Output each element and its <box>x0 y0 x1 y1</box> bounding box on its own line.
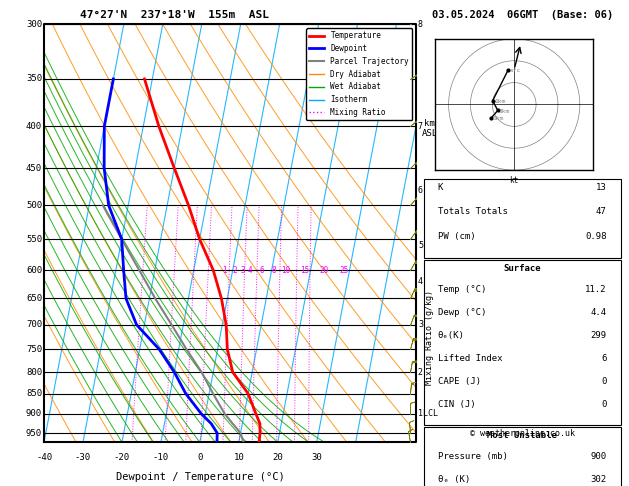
Text: 6km: 6km <box>493 116 504 121</box>
Text: Dewp (°C): Dewp (°C) <box>438 308 486 317</box>
Text: Surface: Surface <box>503 264 541 273</box>
Text: 8: 8 <box>418 20 423 29</box>
Text: 5: 5 <box>418 241 423 250</box>
Text: 1km: 1km <box>494 99 505 104</box>
Text: PW (cm): PW (cm) <box>438 232 476 241</box>
Text: CAPE (J): CAPE (J) <box>438 377 481 386</box>
Text: 0: 0 <box>601 400 606 409</box>
Text: 3: 3 <box>240 265 245 275</box>
Text: Totals Totals: Totals Totals <box>438 208 508 216</box>
Text: 47°27'N  237°18'W  155m  ASL: 47°27'N 237°18'W 155m ASL <box>80 10 269 20</box>
Text: 600: 600 <box>26 265 42 275</box>
Text: © weatheronline.co.uk: © weatheronline.co.uk <box>470 429 575 438</box>
Text: 47: 47 <box>596 208 606 216</box>
Text: 4: 4 <box>418 277 423 286</box>
Text: 6: 6 <box>418 187 423 195</box>
Legend: Temperature, Dewpoint, Parcel Trajectory, Dry Adiabat, Wet Adiabat, Isotherm, Mi: Temperature, Dewpoint, Parcel Trajectory… <box>306 28 412 120</box>
Text: 950: 950 <box>26 429 42 437</box>
Text: 4: 4 <box>248 265 252 275</box>
Text: 20: 20 <box>272 453 283 462</box>
Text: 1LCL: 1LCL <box>418 409 438 418</box>
Text: 500: 500 <box>26 201 42 210</box>
Text: 7: 7 <box>418 122 423 131</box>
Text: 850: 850 <box>26 389 42 398</box>
Text: 650: 650 <box>26 294 42 303</box>
Text: 0.98: 0.98 <box>585 232 606 241</box>
Text: 4.4: 4.4 <box>591 308 606 317</box>
Text: 700: 700 <box>26 320 42 329</box>
Text: θₑ (K): θₑ (K) <box>438 475 470 484</box>
Text: -10: -10 <box>153 453 169 462</box>
X-axis label: kt: kt <box>509 175 519 185</box>
Text: 350: 350 <box>26 74 42 84</box>
Text: 25: 25 <box>339 265 348 275</box>
Text: Dewpoint / Temperature (°C): Dewpoint / Temperature (°C) <box>116 471 284 482</box>
Text: 0: 0 <box>197 453 203 462</box>
Text: Temp (°C): Temp (°C) <box>438 285 486 294</box>
Text: 20: 20 <box>320 265 329 275</box>
Text: 8: 8 <box>271 265 276 275</box>
Text: 3km: 3km <box>499 109 510 114</box>
Text: 10: 10 <box>233 453 244 462</box>
Text: 1: 1 <box>223 265 227 275</box>
Text: Most Unstable: Most Unstable <box>487 431 557 440</box>
Text: CIN (J): CIN (J) <box>438 400 476 409</box>
Text: 2: 2 <box>232 265 237 275</box>
Text: 11.2: 11.2 <box>585 285 606 294</box>
Text: 299: 299 <box>591 331 606 340</box>
Text: 900: 900 <box>591 452 606 461</box>
Text: 900: 900 <box>26 409 42 418</box>
Text: Pressure (mb): Pressure (mb) <box>438 452 508 461</box>
Text: -40: -40 <box>36 453 52 462</box>
Text: K: K <box>438 183 443 192</box>
Text: 300: 300 <box>26 20 42 29</box>
Text: 550: 550 <box>26 235 42 244</box>
Text: 450: 450 <box>26 164 42 173</box>
Text: -30: -30 <box>75 453 91 462</box>
Text: 2: 2 <box>418 367 423 377</box>
Text: 302: 302 <box>591 475 606 484</box>
Text: 3: 3 <box>418 320 423 329</box>
Text: 800: 800 <box>26 367 42 377</box>
Text: 750: 750 <box>26 345 42 354</box>
Text: sfc: sfc <box>509 68 521 73</box>
Text: θₑ(K): θₑ(K) <box>438 331 465 340</box>
Text: Mixing Ratio (g/kg): Mixing Ratio (g/kg) <box>425 290 434 385</box>
Text: 30: 30 <box>311 453 322 462</box>
Text: 0: 0 <box>601 377 606 386</box>
Text: 400: 400 <box>26 122 42 131</box>
Text: 03.05.2024  06GMT  (Base: 06): 03.05.2024 06GMT (Base: 06) <box>431 10 613 20</box>
Text: km
ASL: km ASL <box>421 119 438 139</box>
Text: 13: 13 <box>596 183 606 192</box>
Text: Lifted Index: Lifted Index <box>438 354 503 363</box>
Text: 15: 15 <box>300 265 309 275</box>
Text: -20: -20 <box>114 453 130 462</box>
Text: 10: 10 <box>281 265 290 275</box>
Text: 6: 6 <box>260 265 264 275</box>
Text: 6: 6 <box>601 354 606 363</box>
